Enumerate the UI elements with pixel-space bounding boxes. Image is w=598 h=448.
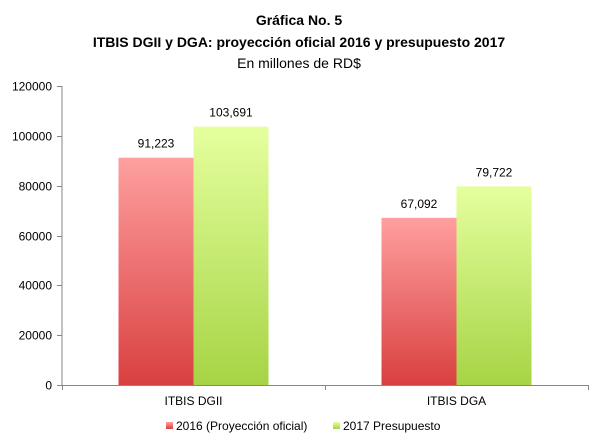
- y-tick-label: 100000: [12, 130, 52, 144]
- data-label: 91,223: [138, 137, 175, 151]
- legend-label-2017: 2017 Presupuesto: [343, 419, 441, 433]
- legend-label-2016: 2016 (Proyección oficial): [176, 419, 307, 433]
- x-tick-label: ITBIS DGA: [427, 394, 486, 408]
- bars: [118, 126, 532, 385]
- legend-swatch-2016: [166, 422, 173, 429]
- bar-2017-dga: [456, 186, 532, 385]
- data-label: 67,092: [401, 197, 438, 211]
- data-label: 103,691: [209, 106, 253, 120]
- x-axis: ITBIS DGII ITBIS DGA: [62, 385, 589, 408]
- y-tick-label: 120000: [12, 80, 52, 94]
- bar-2016-dgii: [118, 157, 194, 385]
- chart-title-line-2: ITBIS DGII y DGA: proyección oficial 201…: [93, 34, 506, 50]
- chart-title-line-1: Gráfica No. 5: [256, 12, 343, 28]
- y-tick-label: 40000: [19, 279, 53, 293]
- x-tick-label: ITBIS DGII: [164, 394, 222, 408]
- bar-2016-dga: [381, 217, 457, 385]
- chart-subtitle: En millones de RD$: [237, 55, 361, 71]
- y-tick-label: 0: [45, 379, 52, 393]
- y-tick-label: 60000: [19, 230, 53, 244]
- y-tick-label: 20000: [19, 329, 53, 343]
- legend: 2016 (Proyección oficial) 2017 Presupuest…: [166, 419, 441, 433]
- bar-2017-dgii: [193, 126, 269, 385]
- y-tick-label: 80000: [19, 180, 53, 194]
- data-labels: 91,223 103,691 67,092 79,722: [138, 106, 513, 211]
- legend-swatch-2017: [333, 422, 340, 429]
- y-axis: 0 20000 40000 60000 80000 100000 120000: [12, 80, 63, 393]
- data-label: 79,722: [476, 165, 513, 179]
